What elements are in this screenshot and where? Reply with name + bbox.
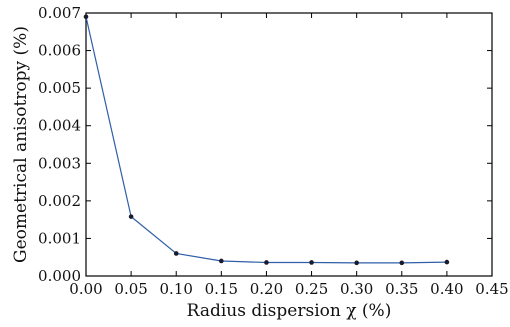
y-tick-label: 0.003 [38, 154, 81, 172]
x-tick-label: 0.20 [250, 280, 283, 298]
x-tick-label: 0.05 [114, 280, 147, 298]
data-point [354, 260, 359, 266]
y-tick-label: 0.005 [38, 79, 81, 97]
series-line [85, 16, 447, 264]
data-point [173, 251, 179, 256]
x-tick-label: 0.00 [69, 280, 102, 298]
plot-frame [85, 12, 493, 277]
y-tick-label: 0.006 [38, 42, 81, 60]
data-point [399, 260, 405, 266]
data-point [264, 260, 269, 265]
y-tick-label: 0.002 [38, 192, 81, 210]
data-point [219, 258, 224, 264]
y-tick-label: 0.001 [38, 229, 81, 247]
x-tick-label: 0.40 [430, 280, 463, 298]
x-tick-label: 0.10 [160, 280, 193, 298]
x-tick-label: 0.15 [205, 280, 238, 298]
x-axis-title: Radius dispersion χ (%) [187, 301, 392, 321]
data-point [444, 259, 450, 265]
y-axis-title: Geometrical anisotropy (%) [11, 26, 31, 263]
x-tick-label: 0.30 [340, 280, 373, 298]
y-tick-label: 0.007 [38, 4, 81, 22]
data-series [83, 14, 450, 266]
data-point [309, 260, 314, 265]
x-tick-label: 0.35 [385, 280, 418, 298]
y-tick-label: 0.000 [38, 267, 81, 285]
data-point [128, 214, 134, 219]
x-tick-label: 0.45 [475, 280, 508, 298]
axis-tick-labels: 0.00 0.05 0.10 0.15 0.20 0.25 0.30 0.35 0.40 0.45… [38, 4, 509, 298]
data-point [83, 14, 89, 20]
x-tick-label: 0.25 [295, 280, 328, 298]
axis-ticks [85, 12, 493, 277]
y-tick-label: 0.004 [38, 117, 81, 135]
